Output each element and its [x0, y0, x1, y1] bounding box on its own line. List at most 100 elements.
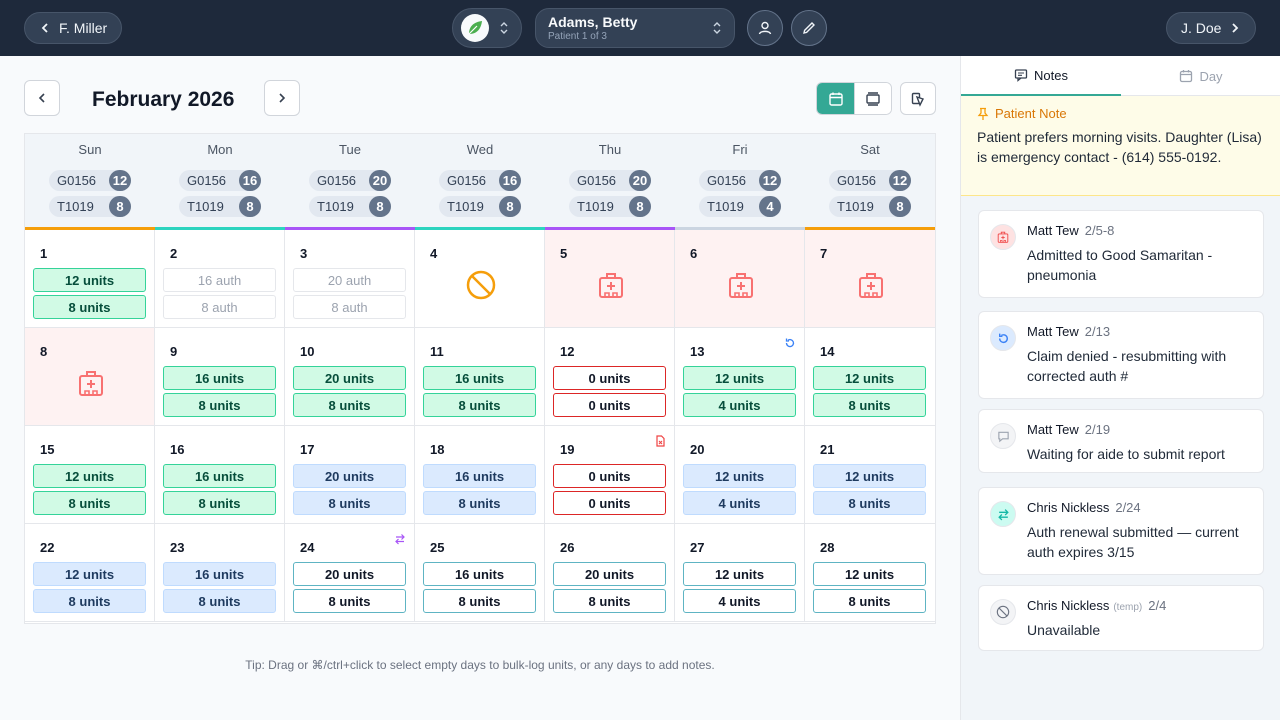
day-cell-28[interactable]: 28 12 units 8 units: [805, 524, 935, 622]
day-cell-18[interactable]: 18 16 units 8 units: [415, 426, 545, 524]
day-cell-10[interactable]: 10 20 units 8 units: [285, 328, 415, 426]
tab-day[interactable]: Day: [1121, 56, 1280, 96]
t1019-units[interactable]: 8 auth: [293, 295, 406, 319]
g0156-units[interactable]: 12 units: [813, 366, 926, 390]
g0156-units[interactable]: 12 units: [33, 464, 146, 488]
g0156-units[interactable]: 16 auth: [163, 268, 276, 292]
day-cell-13[interactable]: 13 12 units 4 units: [675, 328, 805, 426]
day-cell-9[interactable]: 9 16 units 8 units: [155, 328, 285, 426]
note-card[interactable]: Matt Tew 2/13 Claim denied - resubmitting…: [978, 311, 1264, 399]
patient-profile-button[interactable]: [747, 10, 783, 46]
g0156-units[interactable]: 20 auth: [293, 268, 406, 292]
day-cell-1[interactable]: 1 12 units 8 units: [25, 230, 155, 328]
t1019-units[interactable]: 8 units: [33, 295, 146, 319]
t1019-units[interactable]: 8 units: [293, 491, 406, 515]
t1019-units[interactable]: 4 units: [683, 589, 796, 613]
g0156-units[interactable]: 12 units: [813, 464, 926, 488]
t1019-units[interactable]: 0 units: [553, 491, 666, 515]
updown-chevron-icon: [713, 22, 721, 34]
g0156-units[interactable]: 0 units: [553, 464, 666, 488]
g0156-units[interactable]: 12 units: [33, 562, 146, 586]
g0156-units[interactable]: 20 units: [293, 562, 406, 586]
month-view-button[interactable]: [817, 83, 854, 114]
g0156-units[interactable]: 20 units: [553, 562, 666, 586]
export-button[interactable]: [900, 82, 936, 115]
tab-notes[interactable]: Notes: [961, 56, 1121, 96]
day-cell-20[interactable]: 20 12 units 4 units: [675, 426, 805, 524]
day-cell-22[interactable]: 22 12 units 8 units: [25, 524, 155, 622]
agency-selector[interactable]: [452, 8, 522, 48]
g0156-units[interactable]: 16 units: [163, 366, 276, 390]
day-cell-8[interactable]: 8: [25, 328, 155, 426]
t1019-units[interactable]: 8 units: [813, 491, 926, 515]
t1019-units[interactable]: 8 units: [163, 491, 276, 515]
patient-note[interactable]: Patient Note Patient prefers morning vis…: [961, 96, 1280, 196]
day-cell-25[interactable]: 25 16 units 8 units: [415, 524, 545, 622]
g0156-units[interactable]: 0 units: [553, 366, 666, 390]
patient-selector[interactable]: Adams, Betty Patient 1 of 3: [535, 8, 735, 48]
note-card[interactable]: Matt Tew 2/19 Waiting for aide to submit …: [978, 409, 1264, 473]
g0156-units[interactable]: 16 units: [163, 562, 276, 586]
day-cell-27[interactable]: 27 12 units 4 units: [675, 524, 805, 622]
day-cell-7[interactable]: 7: [805, 230, 935, 328]
prev-user-button[interactable]: F. Miller: [24, 12, 123, 44]
g0156-units[interactable]: 20 units: [293, 464, 406, 488]
day-cell-6[interactable]: 6: [675, 230, 805, 328]
day-cell-24[interactable]: 24 20 units 8 units: [285, 524, 415, 622]
g0156-units[interactable]: 16 units: [163, 464, 276, 488]
day-cell-14[interactable]: 14 12 units 8 units: [805, 328, 935, 426]
day-cell-26[interactable]: 26 20 units 8 units: [545, 524, 675, 622]
day-cell-17[interactable]: 17 20 units 8 units: [285, 426, 415, 524]
g0156-units[interactable]: 16 units: [423, 562, 536, 586]
g0156-units[interactable]: 12 units: [683, 562, 796, 586]
t1019-units[interactable]: 8 units: [163, 393, 276, 417]
list-view-button[interactable]: [854, 83, 891, 114]
patient-name: Adams, Betty: [548, 14, 638, 30]
note-card[interactable]: Chris Nickless (temp) 2/4 Unavailable: [978, 585, 1264, 651]
next-month-button[interactable]: [264, 80, 300, 116]
t1019-units[interactable]: 8 units: [423, 589, 536, 613]
day-cell-23[interactable]: 23 16 units 8 units: [155, 524, 285, 622]
note-card[interactable]: Matt Tew 2/5-8 Admitted to Good Samaritan…: [978, 210, 1264, 298]
edit-patient-button[interactable]: [791, 10, 827, 46]
day-cell-3[interactable]: 3 20 auth 8 auth: [285, 230, 415, 328]
t1019-units[interactable]: 8 units: [813, 589, 926, 613]
g0156-units[interactable]: 12 units: [813, 562, 926, 586]
day-number: 20: [690, 442, 705, 457]
day-number: 15: [40, 442, 55, 457]
t1019-units[interactable]: 8 units: [33, 589, 146, 613]
day-cell-5[interactable]: 5: [545, 230, 675, 328]
next-user-button[interactable]: J. Doe: [1166, 12, 1257, 44]
prev-month-button[interactable]: [24, 80, 60, 116]
day-cell-2[interactable]: 2 16 auth 8 auth: [155, 230, 285, 328]
patient-note-title: Patient Note: [995, 106, 1067, 121]
t1019-units[interactable]: 4 units: [683, 393, 796, 417]
day-cell-4[interactable]: 4: [415, 230, 545, 328]
day-cell-12[interactable]: 12 0 units 0 units: [545, 328, 675, 426]
t1019-units[interactable]: 8 units: [163, 589, 276, 613]
g0156-units[interactable]: 16 units: [423, 464, 536, 488]
day-cell-19[interactable]: 19 0 units 0 units: [545, 426, 675, 524]
g0156-units[interactable]: 12 units: [683, 464, 796, 488]
day-cell-16[interactable]: 16 16 units 8 units: [155, 426, 285, 524]
t1019-units[interactable]: 4 units: [683, 491, 796, 515]
t1019-units[interactable]: 0 units: [553, 393, 666, 417]
t1019-units[interactable]: 8 units: [553, 589, 666, 613]
hospital-icon: [595, 269, 627, 301]
t1019-units[interactable]: 8 auth: [163, 295, 276, 319]
day-cell-15[interactable]: 15 12 units 8 units: [25, 426, 155, 524]
t1019-units[interactable]: 8 units: [293, 393, 406, 417]
note-card[interactable]: Chris Nickless 2/24 Auth renewal submitte…: [978, 487, 1264, 575]
t1019-units[interactable]: 8 units: [293, 589, 406, 613]
t1019-units[interactable]: 8 units: [423, 491, 536, 515]
g0156-units[interactable]: 20 units: [293, 366, 406, 390]
t1019-units[interactable]: 8 units: [813, 393, 926, 417]
day-cell-11[interactable]: 11 16 units 8 units: [415, 328, 545, 426]
t1019-units[interactable]: 8 units: [423, 393, 536, 417]
column-status-bar: [675, 227, 805, 231]
g0156-units[interactable]: 12 units: [33, 268, 146, 292]
t1019-units[interactable]: 8 units: [33, 491, 146, 515]
day-cell-21[interactable]: 21 12 units 8 units: [805, 426, 935, 524]
g0156-units[interactable]: 16 units: [423, 366, 536, 390]
g0156-units[interactable]: 12 units: [683, 366, 796, 390]
